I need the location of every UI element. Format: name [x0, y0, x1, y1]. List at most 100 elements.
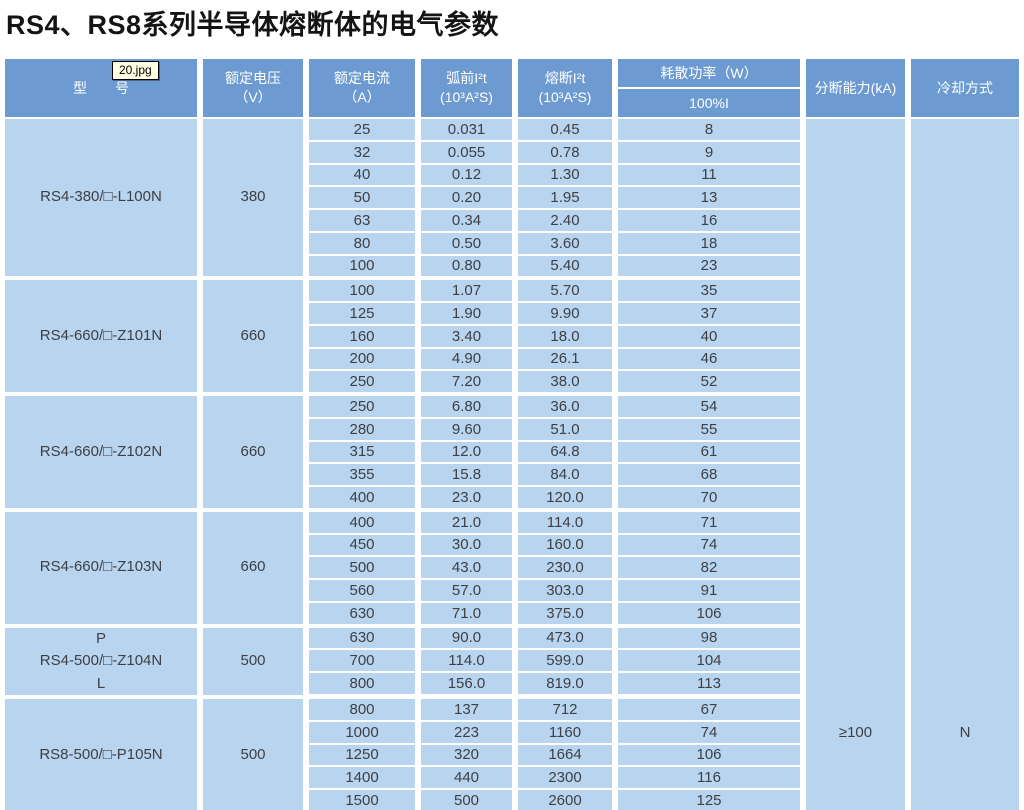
- model-block-rs8-500-p105n: RS8-500/□-P105N 500 800 137 712 67 1000 …: [5, 699, 1019, 810]
- cell-prearc: 1.07: [421, 280, 512, 301]
- table-row: 100 0.80 5.40 23: [309, 255, 800, 277]
- voltage-cell: 660: [203, 280, 303, 392]
- cell-current: 250: [309, 371, 415, 392]
- cell-current: 40: [309, 164, 415, 186]
- cell-current: 500: [309, 557, 415, 578]
- cell-power: 116: [618, 767, 800, 788]
- header-voltage-line1: 额定电压: [225, 70, 281, 87]
- table-row: 250 7.20 38.0 52: [309, 371, 800, 392]
- block-rows: 400 21.0 114.0 71 450 30.0 160.0 74 500 …: [309, 511, 800, 624]
- cell-melt: 5.70: [518, 280, 612, 301]
- block-rows: 250 6.80 36.0 54 280 9.60 51.0 55 315 12…: [309, 396, 800, 508]
- cell-current: 450: [309, 534, 415, 556]
- cell-current: 25: [309, 119, 415, 140]
- cell-current: 355: [309, 464, 415, 485]
- cell-prearc: 43.0: [421, 557, 512, 578]
- model-cell: RS8-500/□-P105N: [5, 699, 197, 810]
- cell-current: 280: [309, 418, 415, 440]
- cell-prearc: 3.40: [421, 325, 512, 347]
- header-rated-current: 额定电流 （A）: [309, 59, 415, 117]
- model-name: RS4-660/□-Z101N: [39, 326, 163, 344]
- breaking-capacity-value: ≥100: [838, 724, 873, 741]
- model-variant-p: P: [95, 629, 106, 647]
- cell-power: 74: [618, 721, 800, 743]
- header-melt-line2: (10³A²S): [538, 89, 592, 105]
- cell-melt: 26.1: [518, 348, 612, 370]
- header-prearc-line1: 弧前I²t: [446, 70, 487, 87]
- cell-melt: 84.0: [518, 464, 612, 485]
- header-melting-i2t: 熔断I²t (10³A²S): [518, 59, 612, 117]
- table-row: 1500 500 2600 125: [309, 790, 800, 810]
- cell-melt: 1664: [518, 744, 612, 766]
- model-cell: RS4-380/□-L100N: [5, 119, 197, 277]
- cell-current: 50: [309, 187, 415, 208]
- cell-melt: 160.0: [518, 534, 612, 556]
- header-power-dissipation-group: 耗散功率（W） 100%I: [618, 59, 800, 117]
- block-rows: 800 137 712 67 1000 223 1160 74 1250 320: [309, 699, 800, 810]
- table-header-row: 型 号 额定电压 （V） 额定电流 （A） 弧前I²t (10³A²S) 熔断I…: [5, 59, 1019, 117]
- voltage-cell: 500: [203, 627, 303, 695]
- cell-current: 315: [309, 441, 415, 463]
- cell-melt: 5.40: [518, 255, 612, 277]
- model-block-rs4-660-z102n: RS4-660/□-Z102N 660 250 6.80 36.0 54 280…: [5, 396, 1019, 508]
- cell-power: 98: [618, 627, 800, 649]
- table-row: 25 0.031 0.45 8: [309, 119, 800, 140]
- cell-melt: 51.0: [518, 418, 612, 440]
- cell-melt: 38.0: [518, 371, 612, 392]
- cell-melt: 0.45: [518, 119, 612, 140]
- table-row: 40 0.12 1.30 11: [309, 164, 800, 186]
- table-row: 63 0.34 2.40 16: [309, 210, 800, 231]
- cell-prearc: 15.8: [421, 464, 512, 485]
- cooling-method-value: N: [959, 724, 971, 741]
- cell-melt: 1160: [518, 721, 612, 743]
- cell-current: 32: [309, 141, 415, 163]
- cell-melt: 36.0: [518, 396, 612, 417]
- voltage-cell: 380: [203, 119, 303, 277]
- cell-prearc: 23.0: [421, 487, 512, 508]
- cell-melt: 303.0: [518, 580, 612, 601]
- table-row: 400 21.0 114.0 71: [309, 511, 800, 533]
- cell-current: 200: [309, 348, 415, 370]
- cell-power: 18: [618, 232, 800, 254]
- cell-power: 113: [618, 673, 800, 694]
- cell-melt: 712: [518, 699, 612, 720]
- cell-prearc: 0.50: [421, 232, 512, 254]
- model-cell: RS4-660/□-Z102N: [5, 396, 197, 508]
- table-row: 125 1.90 9.90 37: [309, 303, 800, 324]
- table-row: 800 156.0 819.0 113: [309, 673, 800, 694]
- cell-power: 37: [618, 303, 800, 324]
- voltage-cell: 660: [203, 396, 303, 508]
- cell-prearc: 30.0: [421, 534, 512, 556]
- model-name: RS4-380/□-L100N: [40, 188, 162, 206]
- table-row: 280 9.60 51.0 55: [309, 418, 800, 440]
- cell-prearc: 0.34: [421, 210, 512, 231]
- cell-prearc: 12.0: [421, 441, 512, 463]
- table-row: 1400 440 2300 116: [309, 767, 800, 788]
- cell-current: 160: [309, 325, 415, 347]
- cell-power: 8: [618, 119, 800, 140]
- table-row: 355 15.8 84.0 68: [309, 464, 800, 485]
- cell-current: 800: [309, 673, 415, 694]
- cell-power: 71: [618, 511, 800, 533]
- cell-prearc: 57.0: [421, 580, 512, 601]
- block-rows: 630 90.0 473.0 98 700 114.0 599.0 104 80…: [309, 627, 800, 696]
- table-row: 160 3.40 18.0 40: [309, 325, 800, 347]
- cell-power: 16: [618, 210, 800, 231]
- table-row: 560 57.0 303.0 91: [309, 580, 800, 601]
- cell-power: 9: [618, 141, 800, 163]
- table-row: 700 114.0 599.0 104: [309, 650, 800, 671]
- cell-current: 1000: [309, 721, 415, 743]
- cell-prearc: 90.0: [421, 627, 512, 649]
- table-row: 630 90.0 473.0 98: [309, 627, 800, 649]
- cell-prearc: 7.20: [421, 371, 512, 392]
- header-cooling-method: 冷却方式: [911, 59, 1019, 117]
- block-rows: 100 1.07 5.70 35 125 1.90 9.90 37 160 3.…: [309, 280, 800, 392]
- cell-current: 400: [309, 487, 415, 508]
- table-row: 500 43.0 230.0 82: [309, 557, 800, 578]
- cell-prearc: 500: [421, 790, 512, 810]
- cell-power: 52: [618, 371, 800, 392]
- cell-current: 100: [309, 280, 415, 301]
- cell-current: 250: [309, 396, 415, 417]
- voltage-cell: 500: [203, 699, 303, 810]
